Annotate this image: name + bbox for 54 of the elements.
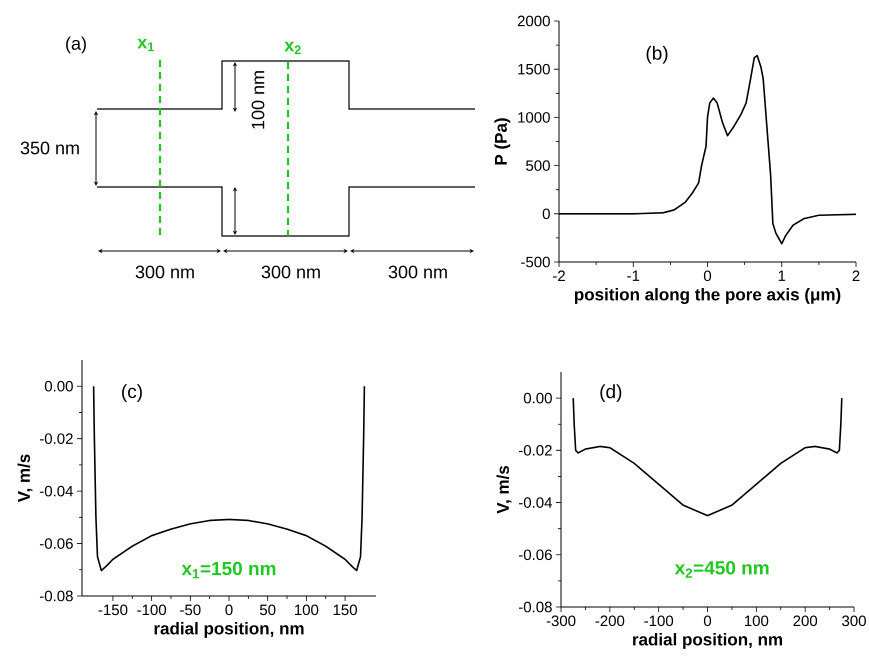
x-axis-title: radial position, nm	[633, 633, 782, 649]
y-axis-title: V, m/s	[17, 454, 32, 502]
text: 300 nm	[262, 266, 320, 278]
y-tick-label: -0.02	[518, 445, 552, 456]
x-tick-label: 2	[852, 270, 860, 281]
x-tick-label: -100	[644, 616, 674, 626]
y-tick-label: 2000	[518, 16, 550, 26]
x-tick-label: 0	[704, 616, 712, 626]
x-tick-label: -2	[553, 270, 565, 281]
annotation: (c)	[122, 384, 142, 402]
x-tick-label: 0	[704, 270, 712, 282]
annotation: (b)	[646, 46, 668, 64]
y-axis-title: V, m/s	[496, 466, 512, 514]
text: 100 nm	[252, 71, 264, 129]
annotation: (d)	[600, 384, 622, 402]
x-tick-label: 0	[225, 604, 233, 616]
x-tick-label: -100	[137, 604, 166, 616]
x-tick-label: -150	[98, 604, 128, 616]
x-tick-label: 1	[778, 270, 786, 281]
x-axis-title: radial position, nm	[154, 622, 304, 638]
x-axis-title: position along the pore axis (μm)	[574, 288, 840, 304]
y-tick-label: 1000	[518, 112, 550, 123]
y-tick-label: 500	[526, 160, 550, 171]
text: x$_{2}$	[284, 42, 301, 54]
y-axis-title: P (Pa)	[494, 118, 510, 164]
text: x$_{1}$	[137, 38, 154, 52]
y-tick-label: -0.02	[40, 433, 73, 444]
annotation: x$_{1}$=150 nm	[182, 562, 276, 578]
y-tick-label: 0.00	[44, 380, 73, 392]
text: (a)	[66, 36, 86, 54]
y-tick-label: -0.06	[518, 549, 552, 560]
x-tick-label: 100	[744, 616, 768, 626]
y-tick-label: -0.04	[40, 486, 74, 496]
x-tick-label: -1	[627, 270, 640, 281]
y-tick-label: 0	[542, 208, 550, 220]
text: 350 nm	[20, 142, 79, 154]
y-tick-label: -0.08	[40, 590, 73, 602]
y-tick-label: -0.04	[518, 497, 552, 508]
annotation: x$_{2}$=450 nm	[674, 561, 768, 578]
y-tick-label: 1500	[518, 64, 550, 74]
text: 300 nm	[136, 266, 194, 278]
x-tick-label: -50	[180, 604, 201, 616]
x-tick-label: 50	[260, 604, 276, 616]
text: 300 nm	[388, 266, 447, 278]
x-tick-label: 200	[793, 616, 818, 626]
y-tick-label: -0.08	[518, 602, 552, 612]
y-tick-label: -500	[521, 256, 550, 268]
y-tick-label: -0.06	[40, 538, 73, 549]
x-tick-label: -200	[595, 616, 624, 626]
y-tick-label: 0.00	[524, 392, 552, 404]
x-tick-label: 100	[295, 604, 318, 616]
x-tick-label: 150	[334, 604, 357, 616]
x-tick-label: 300	[842, 616, 866, 626]
x-tick-label: -300	[546, 616, 576, 626]
